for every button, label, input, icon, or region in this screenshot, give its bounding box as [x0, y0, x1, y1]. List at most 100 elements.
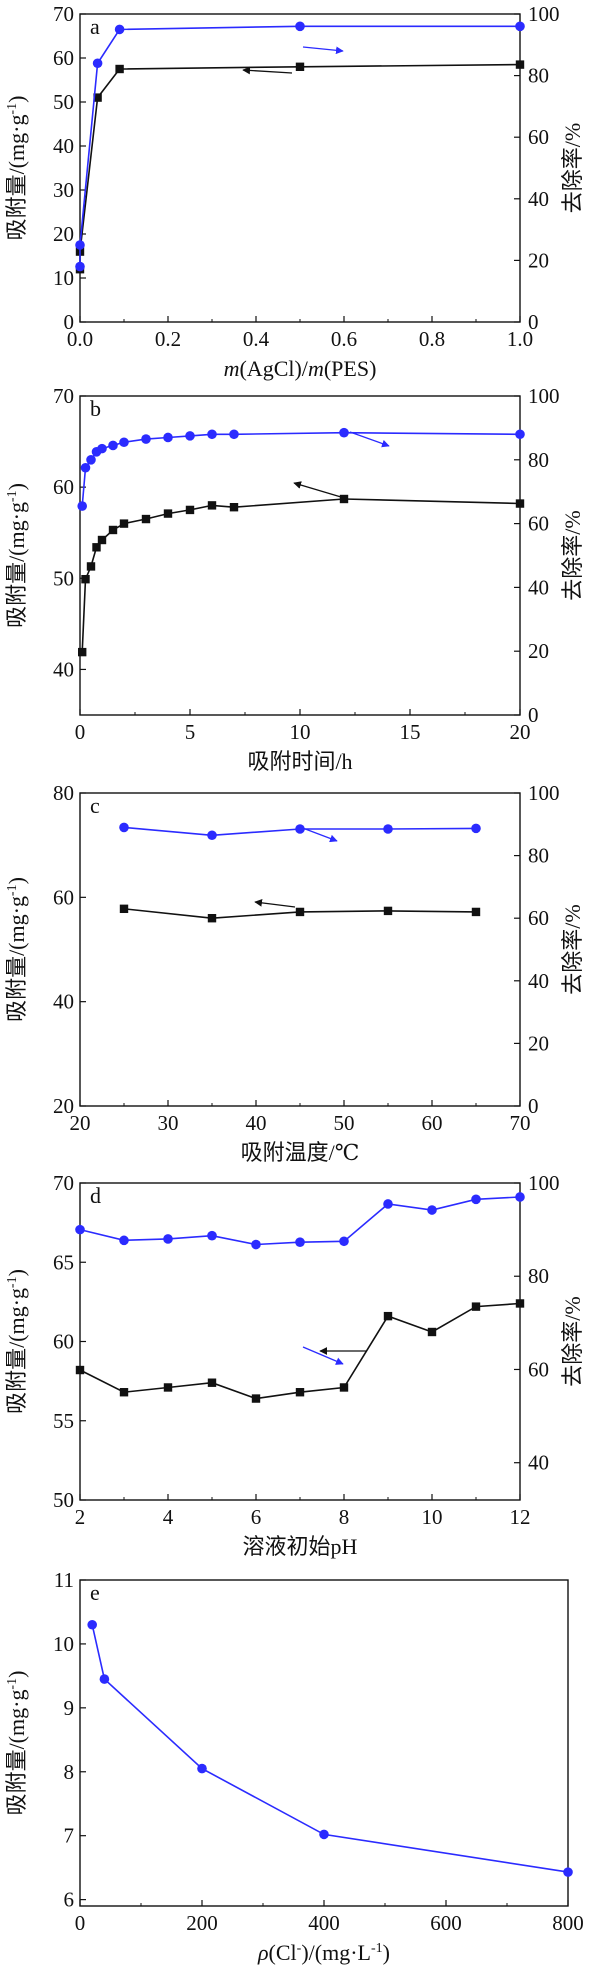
- y-axis-title: 吸附量/(mg·g-1): [4, 1671, 29, 1816]
- data-point-square: [75, 1365, 85, 1375]
- data-point-circle: [295, 824, 305, 834]
- data-point-square: [119, 1388, 129, 1397]
- data-point-circle: [515, 1192, 525, 1202]
- y-tick-label: 40: [53, 134, 74, 158]
- data-point-circle: [207, 830, 217, 841]
- data-point-square: [86, 562, 96, 571]
- data-point-circle: [383, 1199, 393, 1209]
- y-axis-title: 吸附量/(mg·g-1): [4, 1269, 29, 1414]
- y2-tick-label: 0: [528, 1094, 539, 1118]
- plot-frame: [79, 13, 521, 323]
- x-tick-label: 12: [510, 1505, 531, 1529]
- data-point-square: [141, 514, 151, 524]
- x-axis-title: 吸附温度/℃: [241, 1140, 360, 1165]
- data-point-square: [295, 907, 305, 917]
- x-tick-label: 0.0: [67, 327, 93, 351]
- data-point-circle: [108, 440, 118, 451]
- y2-axis-title: 去除率/%: [560, 904, 585, 994]
- data-point-circle: [197, 1763, 207, 1774]
- data-point-circle: [119, 437, 129, 448]
- x-tick-label: 0: [75, 720, 86, 744]
- y-tick-label: 65: [53, 1250, 74, 1274]
- data-point-square: [471, 907, 481, 917]
- x-tick-label: 40: [246, 1111, 267, 1135]
- y-tick-label: 55: [53, 1409, 74, 1433]
- y-tick-label: 60: [53, 1330, 74, 1354]
- y2-tick-label: 60: [528, 125, 549, 149]
- x-tick-label: 0.6: [331, 327, 357, 351]
- data-point-square: [229, 502, 239, 512]
- data-point-square: [515, 1299, 525, 1308]
- data-point-square: [207, 914, 217, 923]
- y-tick-label: 50: [53, 1488, 74, 1512]
- y-axis-title: 吸附量/(mg·g-1): [4, 877, 29, 1022]
- y-tick-label: 60: [53, 46, 74, 70]
- data-point-circle: [75, 261, 85, 272]
- y2-axis-title: 去除率/%: [560, 123, 585, 213]
- data-point-circle: [185, 431, 195, 441]
- chart-panel-d: 2 4 6 8 10 12 50 55 60 65 70 40 60 80 100 d 吸附量/(mg·g-1)…: [4, 1171, 585, 1559]
- x-axis-title: m(AgCl)/m(PES): [224, 356, 377, 381]
- data-point-square: [207, 1378, 217, 1387]
- x-tick-label: 8: [339, 1505, 350, 1529]
- data-point-square: [339, 1383, 349, 1392]
- y2-tick-label: 100: [528, 781, 560, 805]
- y-tick-label: 50: [53, 90, 74, 114]
- y-tick-label: 8: [64, 1760, 75, 1784]
- data-point-circle: [295, 21, 305, 32]
- data-point-square: [115, 64, 124, 74]
- plot-frame: [79, 792, 521, 1107]
- y-tick-label: 30: [53, 178, 74, 202]
- y2-tick-label: 0: [528, 703, 539, 727]
- data-point-circle: [87, 1619, 97, 1630]
- y-tick-label: 40: [53, 990, 74, 1014]
- arrow-to-left-axis: [254, 899, 296, 908]
- data-point-square: [471, 1302, 481, 1311]
- chart-panel-c: 20 30 40 50 60 70 20 40 60 80 0 20 40 60 80 100 c 吸附量/(mg…: [4, 781, 585, 1165]
- x-tick-label: 50: [334, 1111, 355, 1135]
- data-point-circle: [114, 24, 125, 35]
- chart-panel-e: 0 200 400 600 800 6 7 8 9 10 11 e 吸附量/(mg·g-1) ρ(Cl-)…: [4, 1568, 584, 1965]
- y2-tick-label: 60: [528, 906, 549, 930]
- data-point-square: [295, 1388, 305, 1397]
- data-point-circle: [563, 1867, 573, 1877]
- data-point-circle: [471, 1194, 481, 1205]
- y-tick-label: 11: [54, 1568, 74, 1592]
- data-point-circle: [119, 822, 129, 833]
- y2-tick-label: 20: [528, 248, 549, 272]
- series-line-removal-rate: [79, 1196, 521, 1246]
- arrow-to-right-axis: [302, 1346, 344, 1365]
- data-point-circle: [383, 824, 393, 834]
- x-tick-label: 0.8: [419, 327, 445, 351]
- series-line-removal-rate: [79, 25, 520, 267]
- panel-label: e: [90, 1580, 100, 1605]
- data-point-circle: [99, 1674, 110, 1684]
- series-line-adsorption: [91, 1624, 569, 1873]
- y-tick-label: 70: [53, 1171, 74, 1195]
- arrow-to-right-axis: [302, 46, 344, 55]
- data-point-circle: [229, 429, 239, 440]
- y2-tick-label: 80: [528, 844, 549, 868]
- data-point-square: [163, 509, 173, 518]
- data-point-square: [81, 574, 90, 584]
- data-point-square: [78, 647, 87, 657]
- data-point-circle: [86, 455, 96, 465]
- x-tick-label: 70: [510, 1111, 531, 1135]
- y2-tick-label: 80: [528, 448, 549, 472]
- data-point-square: [383, 1311, 393, 1321]
- y2-tick-label: 40: [528, 187, 549, 211]
- data-point-circle: [207, 429, 217, 440]
- x-tick-label: 10: [290, 720, 311, 744]
- x-tick-label: 60: [422, 1111, 443, 1135]
- y-tick-label: 50: [53, 566, 74, 590]
- data-point-square: [185, 505, 195, 515]
- y2-tick-label: 100: [528, 2, 560, 26]
- x-tick-label: 5: [185, 720, 196, 744]
- data-point-circle: [97, 443, 107, 454]
- x-tick-label: 200: [186, 1911, 218, 1935]
- x-tick-label: 1.0: [507, 327, 533, 351]
- y2-tick-label: 80: [528, 1264, 549, 1288]
- data-point-circle: [339, 427, 349, 438]
- y-axis-title: 吸附量/(mg·g-1): [4, 96, 29, 241]
- data-point-circle: [515, 429, 525, 440]
